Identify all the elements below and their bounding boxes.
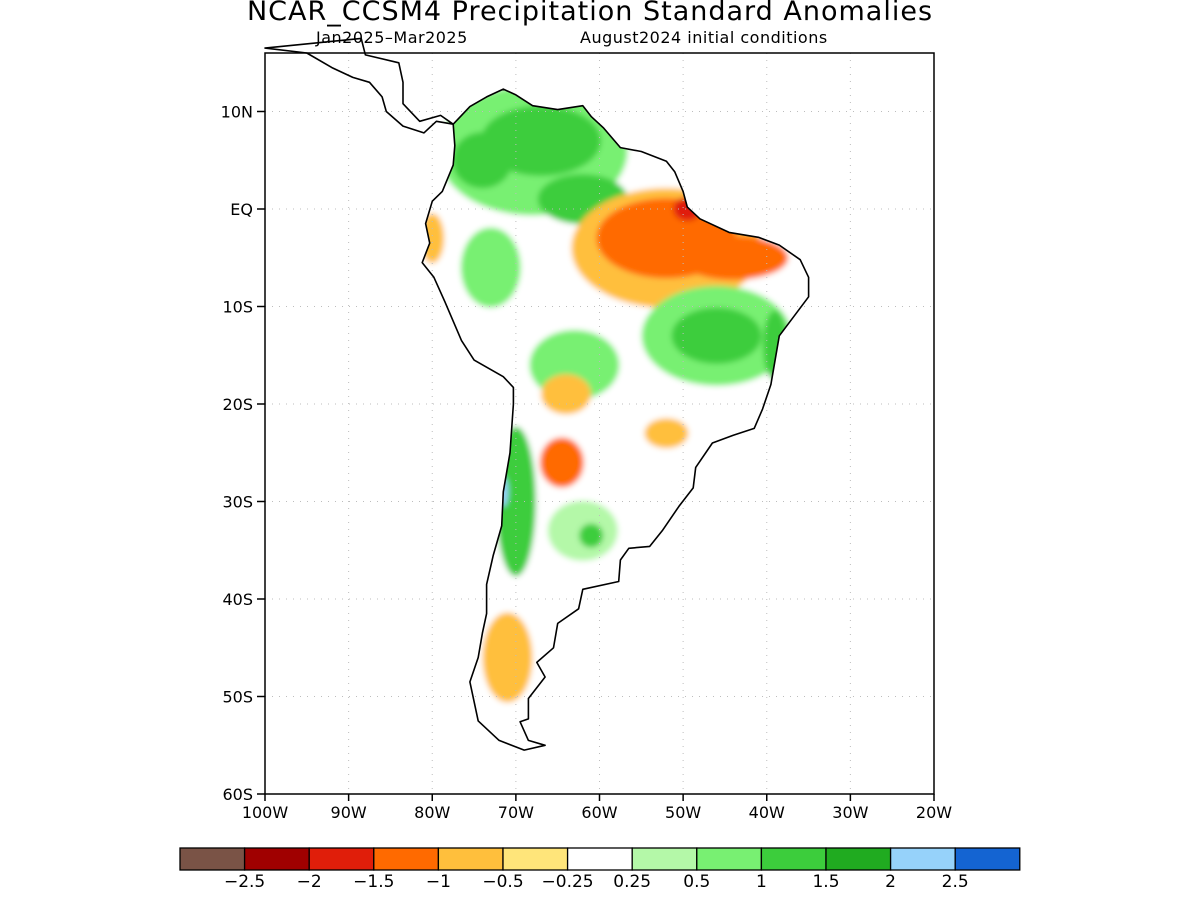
legend-swatch — [308, 847, 375, 871]
anomaly-patch — [539, 437, 584, 488]
lon-tick-label: 40W — [749, 803, 785, 822]
legend-swatch — [502, 847, 569, 871]
anomaly-patch — [644, 418, 689, 449]
lon-tick-label: 80W — [414, 803, 450, 822]
lat-tick-label: 20S — [222, 395, 253, 414]
lat-tick-label: 10S — [222, 298, 253, 317]
lat-tick-label: 60S — [222, 785, 253, 804]
anomaly-patch — [541, 374, 592, 415]
lat-tick-label: 50S — [222, 688, 253, 707]
legend-label: −1 — [426, 872, 451, 892]
anomaly-patch — [671, 307, 762, 364]
legend-swatch — [566, 847, 633, 871]
lat-tick-label: EQ — [230, 200, 253, 219]
legend-swatch — [437, 847, 504, 871]
legend-label: 0.25 — [613, 872, 651, 892]
legend-label: −0.25 — [542, 872, 594, 892]
map-title: NCAR_CCSM4 Precipitation Standard Anomal… — [246, 0, 934, 27]
legend-swatch — [954, 847, 1021, 871]
anomaly-patch — [452, 132, 513, 189]
anomaly-patch — [460, 227, 521, 308]
lat-tick-label: 30S — [222, 493, 253, 512]
anomaly-patch — [420, 213, 445, 264]
legend-label: −2 — [297, 872, 322, 892]
legend-swatch — [825, 847, 892, 871]
central-america-coastline — [264, 37, 454, 134]
legend-swatch — [373, 847, 440, 871]
legend-swatch — [889, 847, 956, 871]
forecast-period: Jan2025–Mar2025 — [316, 28, 468, 47]
lon-tick-label: 90W — [331, 803, 367, 822]
south-america-coastline — [421, 88, 810, 751]
legend-swatch — [243, 847, 310, 871]
legend-label: −1.5 — [353, 872, 394, 892]
anomaly-patch — [482, 612, 533, 703]
initial-conditions: August2024 initial conditions — [580, 28, 828, 47]
legend-label: −2.5 — [224, 872, 265, 892]
legend-label: 1 — [756, 872, 767, 892]
color-legend: −2.5 −2 −1.5 −1 −0.5 −0.25 0.25 0.5 1 1.5 2 2.5 — [179, 847, 1021, 892]
anomaly-patch — [579, 523, 604, 548]
anomaly-patch — [673, 197, 702, 221]
legend-swatch — [696, 847, 763, 871]
lon-tick-label: 70W — [498, 803, 534, 822]
legend-swatch — [179, 847, 246, 871]
legend-label: 0.5 — [683, 872, 710, 892]
legend-swatch — [760, 847, 827, 871]
lon-tick-label: 50W — [665, 803, 701, 822]
lon-tick-label: 60W — [581, 803, 617, 822]
legend-swatch — [631, 847, 698, 871]
anomaly-shading — [265, 53, 809, 751]
anomaly-patch — [678, 235, 789, 280]
lat-tick-label: 40S — [222, 590, 253, 609]
lon-tick-label: 20W — [916, 803, 952, 822]
legend-label: 2 — [885, 872, 896, 892]
legend-label: 2.5 — [942, 872, 969, 892]
anomaly-patch — [763, 310, 788, 381]
lon-tick-label: 100W — [242, 803, 289, 822]
lat-tick-label: 10N — [221, 103, 253, 122]
coastline-and-borders — [264, 37, 810, 751]
legend-label: −0.5 — [482, 872, 523, 892]
legend-label: 1.5 — [812, 872, 839, 892]
lon-tick-label: 30W — [832, 803, 868, 822]
